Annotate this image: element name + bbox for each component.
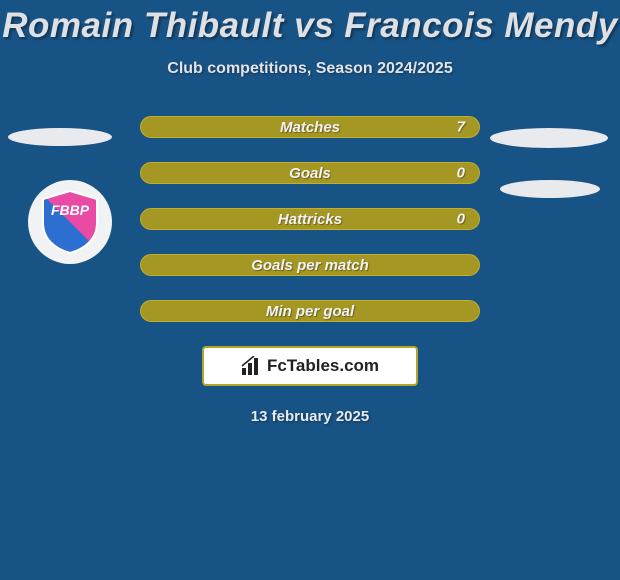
stat-row: Min per goal	[140, 300, 480, 322]
brand-text: FcTables.com	[267, 356, 379, 376]
stat-row: Hattricks 0	[140, 208, 480, 230]
stat-label: Hattricks	[278, 211, 342, 228]
svg-text:FBBP: FBBP	[51, 202, 90, 218]
stat-label: Min per goal	[266, 303, 354, 320]
right-ellipse-1	[490, 128, 608, 148]
stat-value: 7	[457, 119, 465, 136]
stat-row: Goals per match	[140, 254, 480, 276]
stat-label: Goals	[289, 165, 331, 182]
left-ellipse-1	[8, 128, 112, 146]
fbbp-shield-icon: FBBP	[35, 187, 105, 257]
bars-icon	[241, 356, 263, 376]
stat-label: Goals per match	[251, 257, 369, 274]
club-badge-left: FBBP	[28, 180, 112, 264]
brand-card: FcTables.com	[202, 346, 418, 386]
stat-label: Matches	[280, 119, 340, 136]
snapshot-date: 13 february 2025	[0, 408, 620, 425]
stat-value: 0	[457, 211, 465, 228]
page-title: Romain Thibault vs Francois Mendy	[0, 0, 620, 46]
stat-row: Matches 7	[140, 116, 480, 138]
stat-row: Goals 0	[140, 162, 480, 184]
season-subtitle: Club competitions, Season 2024/2025	[0, 60, 620, 78]
right-ellipse-2	[500, 180, 600, 198]
stat-value: 0	[457, 165, 465, 182]
